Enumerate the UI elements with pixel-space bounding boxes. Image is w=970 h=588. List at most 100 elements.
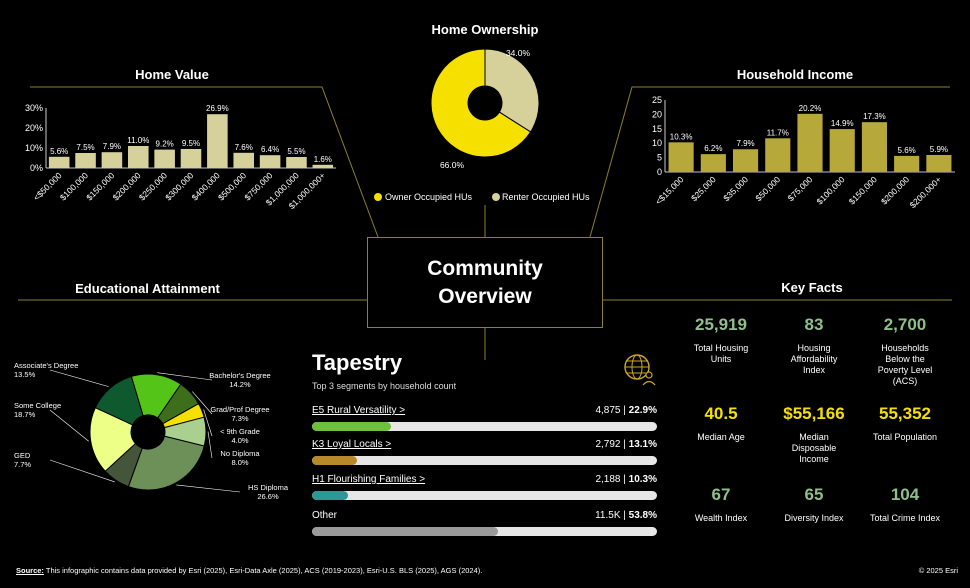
education-leader-line xyxy=(176,484,241,493)
education-category-label: HS Diploma xyxy=(248,483,289,492)
key-fact-label: Housing Affordability Index xyxy=(790,343,838,375)
education-slice xyxy=(163,416,207,447)
home-value-data-label: 9.2% xyxy=(156,140,174,149)
education-leader-line xyxy=(49,369,109,387)
household-income-data-label: 20.2% xyxy=(799,104,822,113)
key-fact: 2,700 Households Below the Poverty Level … xyxy=(855,315,955,387)
household-income-x-tick: $75,000 xyxy=(786,174,815,203)
education-value-label: 26.6% xyxy=(257,492,279,501)
copyright: © 2025 Esri xyxy=(918,566,958,575)
home-value-data-label: 7.5% xyxy=(76,143,94,152)
tapestry-segment-link[interactable]: K3 Loyal Locals > xyxy=(312,439,392,450)
key-fact-label: Total Population xyxy=(872,432,938,442)
tapestry-bar-track xyxy=(312,527,657,536)
household-income-data-label: 5.6% xyxy=(898,146,916,155)
home-value-y-tick: 0% xyxy=(30,163,43,173)
key-fact-label: Total Housing Units xyxy=(693,343,749,364)
key-fact: 67 Wealth Index xyxy=(671,485,771,524)
key-fact-label: Median Age xyxy=(697,432,745,442)
household-income-y-tick: 25 xyxy=(652,95,662,105)
key-fact-value: 2,700 xyxy=(883,315,927,334)
household-income-bar xyxy=(894,155,920,172)
home-value-chart: 0%10%20%30%5.6%<$50,0007.5%$100,0007.9%$… xyxy=(25,103,336,211)
household-income-data-label: 11.7% xyxy=(767,128,789,137)
education-category-label: GED xyxy=(14,451,31,460)
key-facts-title: Key Facts xyxy=(781,280,843,295)
tapestry-globe-person-icon xyxy=(624,354,656,386)
tapestry-bar-track xyxy=(312,422,657,431)
home-value-bar xyxy=(75,153,96,168)
key-fact: 40.5 Median Age xyxy=(671,404,771,443)
key-fact-value: 65 xyxy=(804,485,824,504)
household-income-x-tick: $200,000 xyxy=(879,174,911,206)
household-income-x-tick: $200,000+ xyxy=(908,174,944,210)
key-fact: 65 Diversity Index xyxy=(764,485,864,524)
household-income-x-tick: $150,000 xyxy=(847,174,879,206)
tapestry-segment-value: 2,188 | 10.3% xyxy=(595,474,657,485)
household-income-data-label: 14.9% xyxy=(831,119,854,128)
household-income-y-tick: 20 xyxy=(652,109,662,119)
household-income-bar xyxy=(926,155,952,172)
education-category-label: Associate's Degree xyxy=(14,361,78,370)
key-fact-label: Households Below the Poverty Level (ACS) xyxy=(877,343,933,386)
household-income-bar xyxy=(700,154,726,172)
household-income-bar xyxy=(829,129,855,172)
key-fact: $55,166 Median Disposable Income xyxy=(764,404,864,465)
household-income-bar xyxy=(797,113,823,172)
household-income-data-label: 5.9% xyxy=(930,145,948,154)
home-value-bar xyxy=(180,149,202,168)
home-ownership-chart: 34.0% 66.0% Owner Occupied HUs Renter Occup… xyxy=(374,48,590,202)
key-fact: 25,919 Total Housing Units xyxy=(671,315,771,365)
home-value-y-tick: 30% xyxy=(25,103,43,113)
home-value-bar xyxy=(259,155,281,168)
home-value-y-tick: 20% xyxy=(25,123,43,133)
household-income-x-tick: $100,000 xyxy=(814,174,846,206)
education-value-label: 13.5% xyxy=(14,370,36,379)
home-value-title: Home Value xyxy=(135,67,209,82)
owner-slice xyxy=(430,48,532,158)
renter-slice xyxy=(484,48,540,133)
renter-value-label: 34.0% xyxy=(506,48,531,58)
tapestry-row: H1 Flourishing Families > 2,188 | 10.3% xyxy=(312,474,657,504)
household-income-y-tick: 10 xyxy=(652,138,662,148)
community-overview-line2: Overview xyxy=(438,284,532,308)
home-ownership-title: Home Ownership xyxy=(431,22,539,37)
home-value-data-label: 5.6% xyxy=(50,147,68,156)
key-fact-value: 25,919 xyxy=(695,315,747,334)
tapestry-title: Tapestry xyxy=(312,350,403,375)
key-fact-value: 67 xyxy=(711,485,731,504)
community-overview-line1: Community xyxy=(427,256,543,280)
owner-value-label: 66.0% xyxy=(440,160,465,170)
tapestry-segment-value: 2,792 | 13.1% xyxy=(595,439,657,450)
key-fact-label: Diversity Index xyxy=(784,513,844,523)
home-value-data-label: 7.6% xyxy=(235,143,253,152)
home-value-bar xyxy=(233,152,255,168)
legend-renter-label: Renter Occupied HUs xyxy=(502,192,590,202)
education-category-label: Grad/Prof Degree xyxy=(210,405,269,414)
footer-source: Source: This infographic contains data p… xyxy=(16,566,482,575)
tapestry-segment-link[interactable]: H1 Flourishing Families > xyxy=(312,474,426,485)
home-value-data-label: 9.5% xyxy=(182,139,200,148)
education-value-label: 7.7% xyxy=(14,460,31,469)
education-leader-line xyxy=(157,372,213,381)
education-value-label: 14.2% xyxy=(229,380,251,389)
key-fact-value: $55,166 xyxy=(783,404,845,423)
key-fact: 104 Total Crime Index xyxy=(855,485,955,524)
community-overview-box: Community Overview xyxy=(367,237,603,328)
home-value-data-label: 26.9% xyxy=(206,104,229,113)
education-value-label: 8.0% xyxy=(231,458,248,467)
home-value-bar xyxy=(48,156,70,168)
source-label: Source: xyxy=(16,566,44,575)
tapestry-bar-fill xyxy=(312,422,391,431)
home-value-data-label: 7.9% xyxy=(103,142,121,151)
tapestry-row: E5 Rural Versatility > 4,875 | 22.9% xyxy=(312,405,657,435)
tapestry-segment-link[interactable]: E5 Rural Versatility > xyxy=(312,405,406,416)
tapestry-row: Other 11.5K | 53.8% xyxy=(312,510,657,540)
education-leader-line xyxy=(49,459,115,483)
tapestry-bar-track xyxy=(312,456,657,465)
education-category-label: < 9th Grade xyxy=(220,427,260,436)
education-value-label: 18.7% xyxy=(14,410,36,419)
household-income-data-label: 7.9% xyxy=(736,139,754,148)
tapestry-row: K3 Loyal Locals > 2,792 | 13.1% xyxy=(312,439,657,469)
